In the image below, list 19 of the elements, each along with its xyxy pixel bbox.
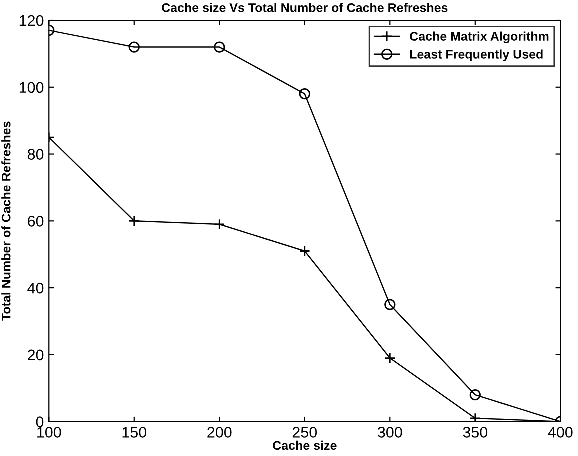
y-tick-label: 0 <box>36 416 44 428</box>
x-tick-label: 200 <box>208 427 232 438</box>
y-tick-label: 120 <box>20 15 44 26</box>
x-tick-label: 150 <box>122 427 147 438</box>
y-tick-label: 80 <box>28 149 44 160</box>
x-tick-label: 250 <box>292 427 318 438</box>
x-tick-label: 350 <box>463 427 488 438</box>
legend-label: Least Frequently Used <box>410 50 543 62</box>
y-tick-label: 100 <box>20 82 44 94</box>
chart-title: Cache size Vs Total Number of Cache Refreshes <box>162 3 448 12</box>
y-axis-title: Total Number of Cache Refreshes <box>2 122 11 321</box>
y-tick-label: 20 <box>28 350 44 361</box>
x-tick-label: 100 <box>38 427 62 438</box>
x-axis-title: Cache size <box>273 440 337 450</box>
y-tick-label: 60 <box>28 216 44 227</box>
x-tick-label: 300 <box>378 427 402 438</box>
x-tick-label: 400 <box>548 427 573 438</box>
y-tick-label: 40 <box>28 282 44 294</box>
legend-label: Cache Matrix Algorithm <box>410 32 549 44</box>
